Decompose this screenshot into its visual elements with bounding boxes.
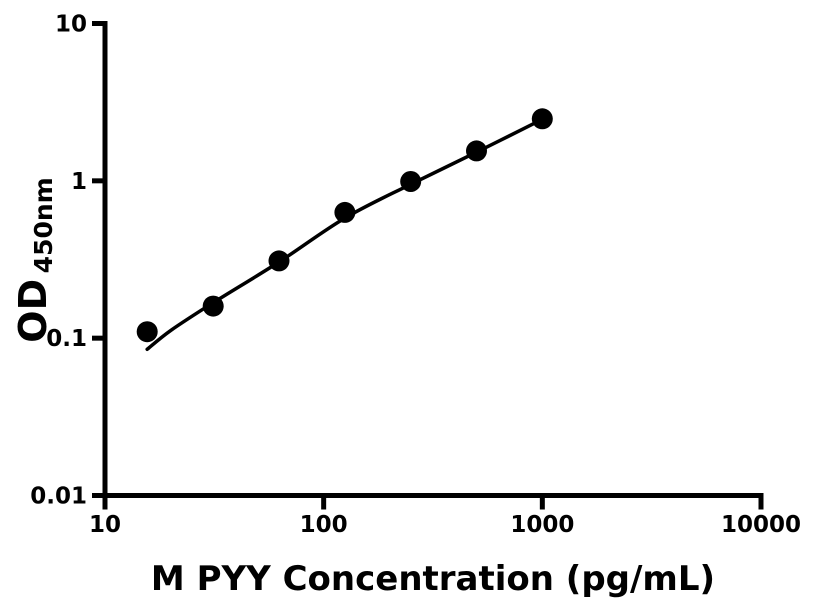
y-axis-title-main: OD — [11, 279, 55, 343]
y-axis-title-sub: 450nm — [29, 177, 58, 273]
tick-labels: 0.01 0.1 1 10 10 100 1000 10000 — [30, 12, 801, 539]
data-point — [268, 250, 290, 272]
data-point — [136, 321, 158, 343]
y-tick-label: 0.1 — [46, 326, 87, 352]
data-point — [202, 295, 224, 317]
data-point — [334, 201, 356, 223]
x-tick-label: 10000 — [721, 512, 801, 538]
axes — [92, 21, 764, 510]
x-tick-label: 100 — [300, 512, 348, 538]
data-point — [400, 171, 422, 192]
x-tick-label: 1000 — [510, 512, 574, 538]
x-axis-title: M PYY Concentration (pg/mL) — [151, 559, 715, 599]
y-tick-label: 1 — [71, 169, 87, 195]
data-point — [466, 140, 487, 162]
x-tick-label: 10 — [89, 512, 121, 538]
data-points — [136, 108, 553, 343]
y-tick-label: 10 — [55, 12, 87, 38]
y-axis-title: OD 450nm — [11, 177, 58, 342]
y-tick-label: 0.01 — [30, 484, 87, 510]
data-point — [531, 108, 553, 130]
